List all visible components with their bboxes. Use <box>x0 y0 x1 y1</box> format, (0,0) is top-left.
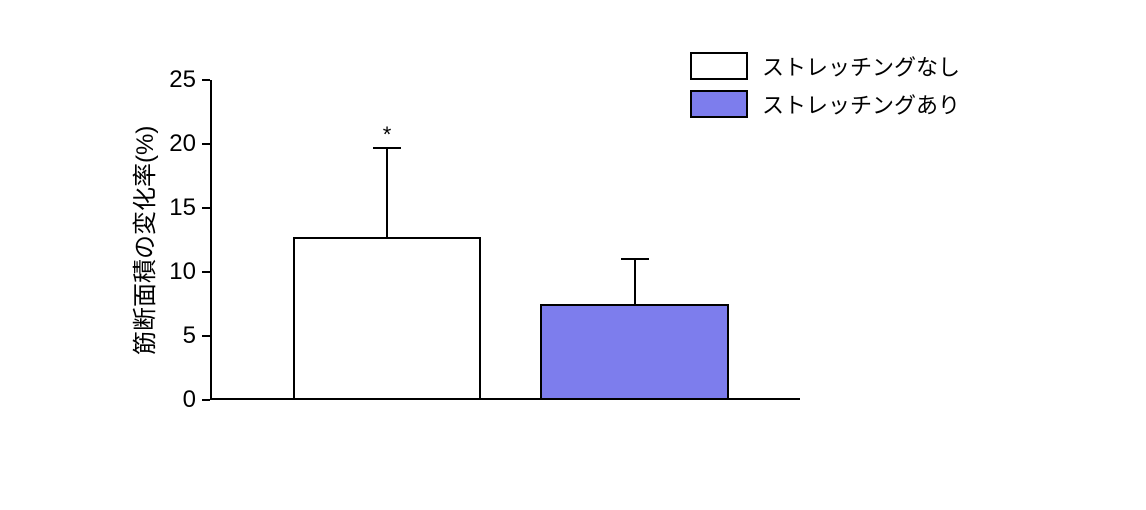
y-tick <box>202 271 210 273</box>
y-tick-label: 20 <box>146 130 196 158</box>
significance-mark: * <box>367 122 407 148</box>
legend-swatch <box>690 52 748 80</box>
legend-item: ストレッチングなし <box>690 50 960 82</box>
y-tick <box>202 79 210 81</box>
bar-no_stretch <box>293 237 482 400</box>
bar-with_stretch <box>540 304 729 400</box>
legend-item: ストレッチングあり <box>690 88 960 120</box>
y-tick <box>202 207 210 209</box>
legend-swatch <box>690 90 748 118</box>
y-axis-line <box>210 80 212 400</box>
y-tick-label: 5 <box>146 322 196 350</box>
error-bar <box>634 259 636 304</box>
legend-label: ストレッチングなし <box>762 50 960 82</box>
y-tick <box>202 399 210 401</box>
bar-chart: 筋断面積の変化率(%) 0 5 10 15 20 25 * ストレッチングなしストレッチン… <box>0 0 1146 510</box>
y-tick <box>202 143 210 145</box>
y-tick <box>202 335 210 337</box>
y-tick-label: 25 <box>146 66 196 94</box>
error-bar <box>386 148 388 238</box>
y-axis-title: 筋断面積の変化率(%) <box>125 125 160 354</box>
y-tick-label: 0 <box>146 386 196 414</box>
legend: ストレッチングなしストレッチングあり <box>690 50 960 126</box>
y-tick-label: 10 <box>146 258 196 286</box>
y-tick-label: 15 <box>146 194 196 222</box>
error-cap <box>621 258 649 260</box>
legend-label: ストレッチングあり <box>762 88 960 120</box>
